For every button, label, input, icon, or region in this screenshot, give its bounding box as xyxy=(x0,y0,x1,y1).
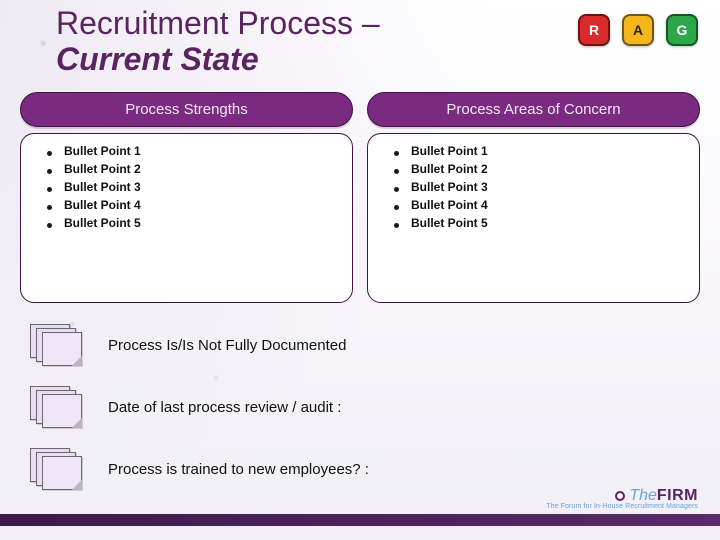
list-item: Bullet Point 4 xyxy=(47,198,334,212)
bullet-text: Bullet Point 1 xyxy=(411,144,488,158)
title-line-2: Current State xyxy=(56,42,380,78)
rag-red-chip: R xyxy=(578,14,610,46)
concerns-header: Process Areas of Concern xyxy=(367,92,700,127)
strengths-header: Process Strengths xyxy=(20,92,353,127)
bullet-text: Bullet Point 4 xyxy=(64,198,141,212)
info-row-text: Date of last process review / audit : xyxy=(108,399,341,416)
list-item: Bullet Point 2 xyxy=(394,162,681,176)
list-item: Bullet Point 5 xyxy=(47,216,334,230)
slide: Recruitment Process – Current State R A … xyxy=(0,0,720,540)
list-item: Bullet Point 5 xyxy=(394,216,681,230)
two-column-region: Process Strengths Bullet Point 1 Bullet … xyxy=(20,92,700,303)
bullet-icon xyxy=(47,151,52,156)
bullet-text: Bullet Point 5 xyxy=(411,216,488,230)
bullet-icon xyxy=(47,169,52,174)
concerns-list: Bullet Point 1 Bullet Point 2 Bullet Poi… xyxy=(367,133,700,303)
rag-indicator-group: R A G xyxy=(578,14,698,46)
document-stack-icon xyxy=(30,386,86,428)
bullet-icon xyxy=(47,205,52,210)
concerns-column: Process Areas of Concern Bullet Point 1 … xyxy=(367,92,700,303)
brand-logo-the: The xyxy=(629,487,657,504)
bullet-text: Bullet Point 2 xyxy=(411,162,488,176)
strengths-list: Bullet Point 1 Bullet Point 2 Bullet Poi… xyxy=(20,133,353,303)
info-row-last-review: Date of last process review / audit : xyxy=(30,386,690,428)
info-rows: Process Is/Is Not Fully Documented Date … xyxy=(30,324,690,490)
document-stack-icon xyxy=(30,448,86,490)
info-row-documented: Process Is/Is Not Fully Documented xyxy=(30,324,690,366)
brand-logo-icon xyxy=(615,491,625,501)
bullet-icon xyxy=(47,223,52,228)
bullet-icon xyxy=(394,205,399,210)
brand-logo: TheFIRM The Forum for In-House Recruitme… xyxy=(546,487,698,510)
list-item: Bullet Point 1 xyxy=(47,144,334,158)
bullet-icon xyxy=(394,187,399,192)
info-row-text: Process is trained to new employees? : xyxy=(108,461,369,478)
page-title: Recruitment Process – Current State xyxy=(56,6,380,78)
list-item: Bullet Point 4 xyxy=(394,198,681,212)
bullet-icon xyxy=(394,169,399,174)
brand-logo-firm: FIRM xyxy=(657,487,698,504)
document-stack-icon xyxy=(30,324,86,366)
list-item: Bullet Point 1 xyxy=(394,144,681,158)
bullet-text: Bullet Point 4 xyxy=(411,198,488,212)
bullet-text: Bullet Point 3 xyxy=(411,180,488,194)
bullet-text: Bullet Point 2 xyxy=(64,162,141,176)
list-item: Bullet Point 2 xyxy=(47,162,334,176)
bullet-text: Bullet Point 1 xyxy=(64,144,141,158)
footer-bar xyxy=(0,514,720,526)
rag-green-chip: G xyxy=(666,14,698,46)
bullet-text: Bullet Point 5 xyxy=(64,216,141,230)
bullet-icon xyxy=(394,223,399,228)
strengths-column: Process Strengths Bullet Point 1 Bullet … xyxy=(20,92,353,303)
list-item: Bullet Point 3 xyxy=(394,180,681,194)
info-row-text: Process Is/Is Not Fully Documented xyxy=(108,337,346,354)
info-row-trained: Process is trained to new employees? : xyxy=(30,448,690,490)
brand-logo-tagline: The Forum for In-House Recruitment Manag… xyxy=(546,503,698,510)
list-item: Bullet Point 3 xyxy=(47,180,334,194)
bullet-icon xyxy=(47,187,52,192)
bullet-text: Bullet Point 3 xyxy=(64,180,141,194)
rag-amber-chip: A xyxy=(622,14,654,46)
bullet-icon xyxy=(394,151,399,156)
title-line-1: Recruitment Process – xyxy=(56,6,380,42)
